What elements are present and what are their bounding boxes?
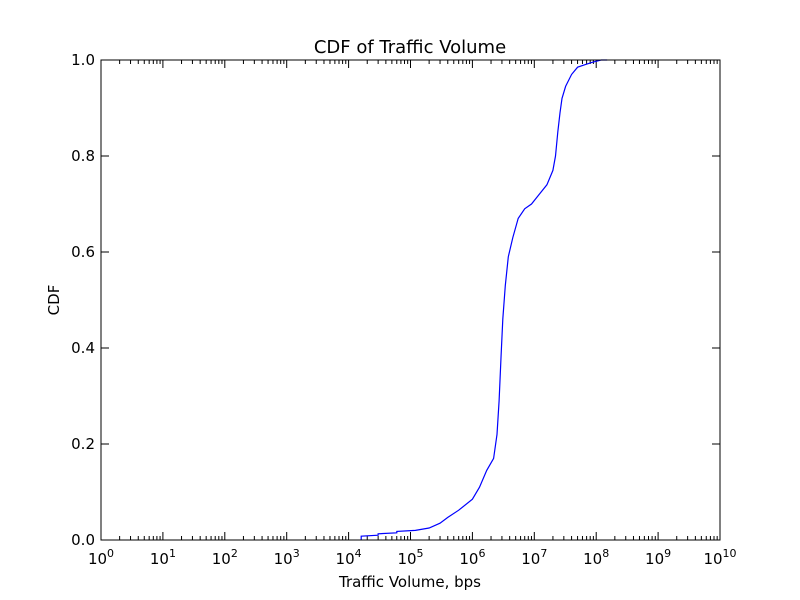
axis-ticks: 100 101 102 103 104 105 106 107 108 109 1010 0.0 0.2… xyxy=(71,51,736,568)
series-layer xyxy=(360,59,608,540)
x-tick-label: 101 xyxy=(150,547,176,568)
y-axis-label: CDF xyxy=(45,285,63,316)
x-axis-label: Traffic Volume, bps xyxy=(338,573,481,591)
y-tick-label: 0.2 xyxy=(71,435,95,453)
x-tick-label: 104 xyxy=(336,547,362,568)
chart-title: CDF of Traffic Volume xyxy=(314,37,506,58)
y-tick-label: 1.0 xyxy=(71,51,95,69)
x-tick-label: 1010 xyxy=(703,547,736,568)
series-line xyxy=(360,59,608,540)
y-tick-label: 0.0 xyxy=(71,531,95,549)
x-tick-label: 102 xyxy=(212,547,238,568)
x-tick-label: 108 xyxy=(583,547,609,568)
x-tick-label: 107 xyxy=(521,547,547,568)
x-tick-label: 106 xyxy=(459,547,485,568)
y-tick-label: 0.6 xyxy=(71,243,95,261)
y-tick-label: 0.8 xyxy=(71,147,95,165)
x-tick-label: 103 xyxy=(274,547,300,568)
plot-frame xyxy=(100,59,721,541)
x-tick-label: 109 xyxy=(645,547,671,568)
x-tick-label: 105 xyxy=(397,547,423,568)
y-tick-label: 0.4 xyxy=(71,339,95,357)
x-tick-label: 100 xyxy=(88,547,114,568)
